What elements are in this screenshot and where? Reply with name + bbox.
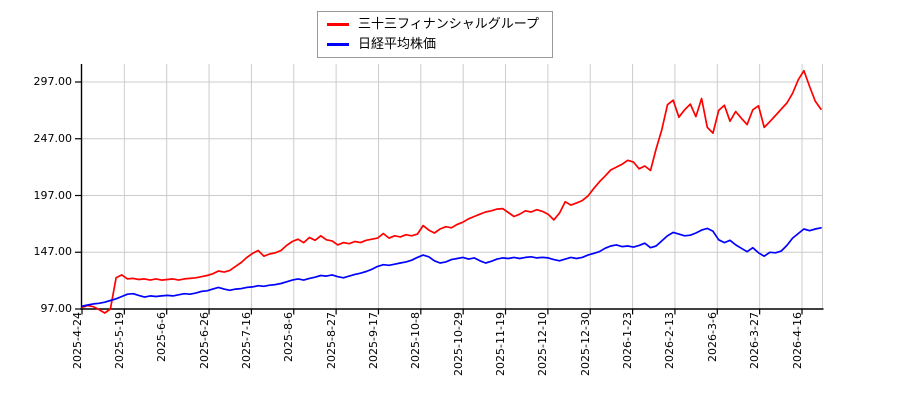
legend-label: 三十三フィナンシャルグループ [358, 17, 539, 33]
x-axis-label: 2025-12-30 [578, 312, 592, 376]
series-line-0 [81, 69, 822, 314]
x-axis-label: 2026-4-16 [790, 312, 804, 369]
legend-label: 日経平均株価 [358, 36, 437, 52]
legend-item: 三十三フィナンシャルグループ [327, 18, 552, 31]
series-line-1 [81, 226, 822, 308]
x-axis-label: 2025-7-16 [239, 312, 253, 369]
x-axis-label: 2025-8-27 [324, 312, 338, 369]
x-axis-label: 2026-3-27 [748, 312, 762, 369]
x-axis-label: 2026-3-6 [705, 312, 719, 362]
x-axis-label: 2025-12-10 [536, 312, 550, 376]
x-axis-label: 2025-10-29 [451, 312, 465, 376]
y-axis-label: 147.00 [33, 245, 73, 259]
x-axis-label: 2025-11-19 [494, 312, 508, 376]
y-axis-label: 97.00 [40, 302, 73, 315]
x-axis-label: 2025-5-19 [112, 312, 126, 369]
legend-item: 日経平均株価 [327, 38, 552, 51]
legend: 三十三フィナンシャルグループ 日経平均株価 [317, 11, 553, 58]
y-axis-label: 247.00 [33, 131, 73, 145]
x-axis-label: 2025-6-6 [155, 312, 169, 362]
y-axis-label: 297.00 [33, 75, 73, 88]
x-axis-label: 2025-4-24 [70, 312, 84, 369]
x-axis-label: 2026-1-23 [621, 312, 635, 369]
x-axis-label: 2026-2-13 [663, 312, 677, 369]
y-axis-label: 197.00 [33, 188, 73, 202]
x-axis-label: 2025-6-26 [197, 312, 211, 369]
x-axis-label: 2025-9-17 [366, 312, 380, 369]
x-axis-label: 2025-8-6 [282, 312, 296, 362]
x-axis-label: 2025-10-8 [409, 312, 423, 369]
series-color-swatch [327, 42, 349, 46]
series-color-swatch [327, 23, 349, 27]
